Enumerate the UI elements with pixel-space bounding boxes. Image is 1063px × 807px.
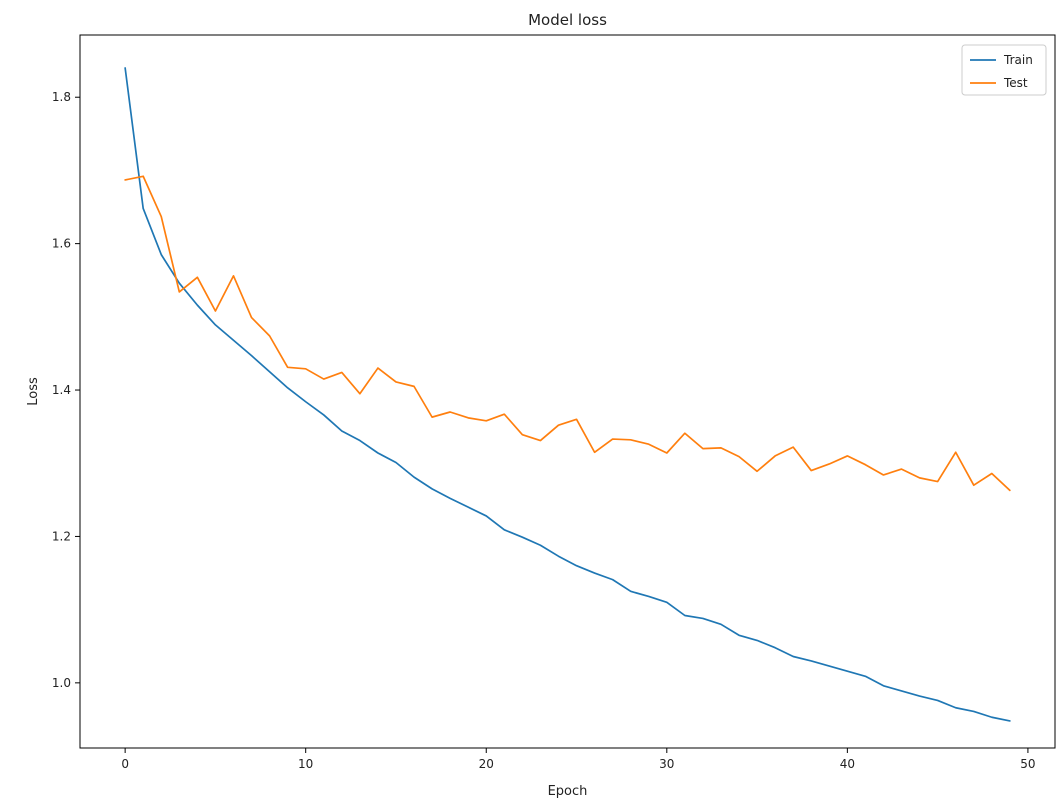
legend-label-test: Test — [1003, 76, 1028, 90]
y-tick-label: 1.2 — [52, 529, 71, 543]
x-tick-label: 10 — [298, 757, 313, 771]
x-tick-label: 50 — [1020, 757, 1035, 771]
x-tick-label: 40 — [840, 757, 855, 771]
legend-label-train: Train — [1003, 53, 1033, 67]
legend: Train Test — [961, 44, 1047, 96]
y-axis-ticks: 1.0 1.2 1.4 1.6 1.8 — [52, 90, 80, 690]
y-tick-label: 1.4 — [52, 383, 71, 397]
y-tick-label: 1.6 — [52, 237, 71, 251]
x-axis-label: Epoch — [548, 784, 588, 799]
x-tick-label: 30 — [659, 757, 674, 771]
series-line-train — [124, 67, 1011, 722]
series-line-test — [124, 175, 1011, 492]
x-tick-label: 0 — [121, 757, 129, 771]
y-tick-label: 1.8 — [52, 90, 71, 104]
series-lines — [124, 67, 1011, 722]
y-tick-label: 1.0 — [52, 676, 71, 690]
y-axis-label: Loss — [26, 377, 41, 406]
x-axis-ticks: 0 10 20 30 40 50 — [121, 748, 1036, 771]
plot-frame — [79, 34, 1056, 749]
x-tick-label: 20 — [479, 757, 494, 771]
chart-title: Model loss — [528, 11, 607, 29]
